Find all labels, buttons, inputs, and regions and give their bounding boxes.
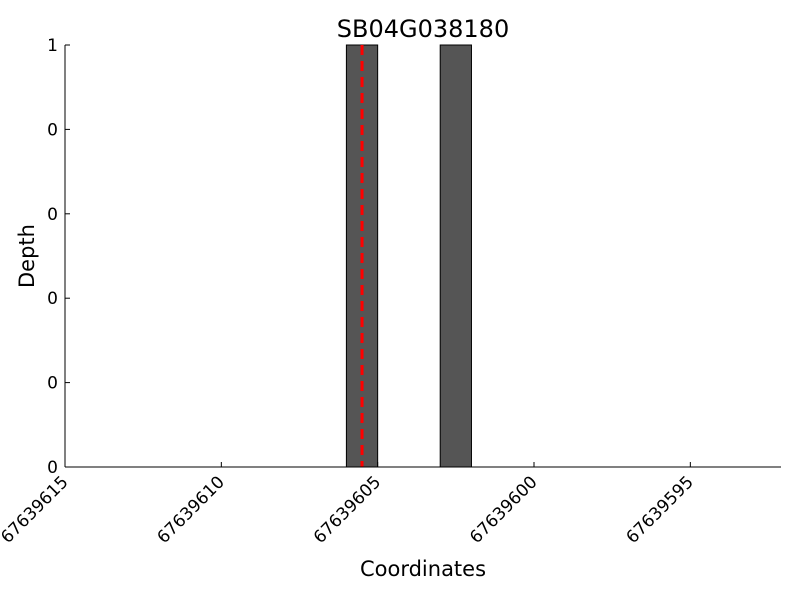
x-tick-label-3: 67639600 [466,472,541,547]
y-axis-label: Depth [15,224,39,288]
x-tick-label-1: 67639610 [154,472,229,547]
chart-title: SB04G038180 [337,15,509,43]
y-tick-label-1: 0 [47,374,58,394]
x-tick-label-2: 67639605 [310,472,385,547]
y-tick-label-0: 0 [47,458,58,478]
bar-1 [439,44,472,468]
x-axis-label: Coordinates [360,557,486,581]
y-tick-label-3: 0 [47,205,58,225]
y-tick-label-2: 0 [47,289,58,309]
x-tick-label-0: 67639615 [0,472,73,547]
y-tick-label-5: 1 [47,36,58,56]
x-tick-label-4: 67639595 [623,472,698,547]
y-tick-label-4: 0 [47,120,58,140]
